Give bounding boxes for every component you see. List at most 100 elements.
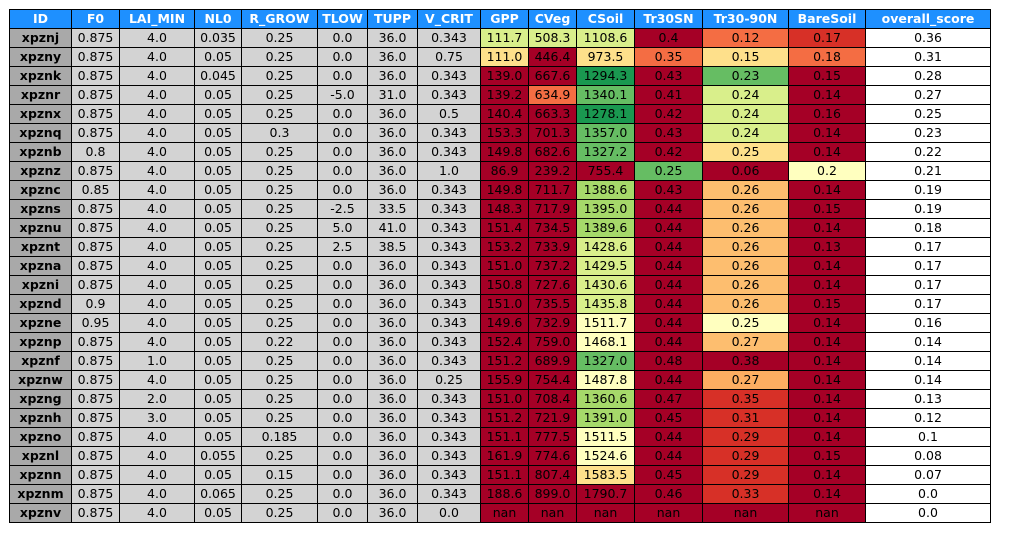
cell-param: 0.065 [194,484,242,504]
cell-id: xpznh [9,408,72,428]
cell-metric: 0.43 [634,66,703,86]
cell-metric: 0.44 [634,275,703,295]
cell-param: 0.875 [71,256,120,276]
table-row: xpzna 0.875 4.0 0.05 0.25 0.0 36.0 0.343 151.0 73… [9,256,991,276]
cell-metric: 1327.0 [576,351,635,371]
cell-metric: 111.0 [480,47,529,67]
cell-overall-score: 0.22 [865,142,991,162]
table-row: xpznt 0.875 4.0 0.05 0.25 2.5 38.5 0.343 153.2 73… [9,237,991,257]
cell-param: 0.25 [241,446,318,466]
cell-metric: 1435.8 [576,294,635,314]
header-r-grow: R_GROW [241,9,318,29]
cell-metric: 0.14 [788,484,866,504]
cell-metric: 0.2 [788,161,866,181]
cell-metric: 0.26 [702,180,789,200]
cell-param: 0.05 [194,256,242,276]
cell-id: xpznt [9,237,72,257]
header-tupp: TUPP [367,9,418,29]
cell-metric: 0.45 [634,465,703,485]
cell-param: 0.25 [241,389,318,409]
cell-metric: 774.6 [528,446,577,466]
cell-param: 0.0 [317,28,368,48]
cell-metric: 151.1 [480,465,529,485]
cell-overall-score: 0.31 [865,47,991,67]
cell-metric: 1468.1 [576,332,635,352]
cell-param: 0.25 [241,199,318,219]
cell-overall-score: 0.23 [865,123,991,143]
cell-metric: 0.15 [788,66,866,86]
cell-param: 4.0 [119,123,195,143]
cell-metric: 0.12 [702,28,789,48]
cell-param: 0.875 [71,465,120,485]
table-row: xpznr 0.875 4.0 0.05 0.25 -5.0 31.0 0.343 139.2 6… [9,85,991,105]
cell-param: 0.875 [71,218,120,238]
cell-param: 3.0 [119,408,195,428]
cell-metric: 446.4 [528,47,577,67]
cell-metric: 973.5 [576,47,635,67]
cell-param: 36.0 [367,484,418,504]
table-row: xpznh 0.875 3.0 0.05 0.25 0.0 36.0 0.343 151.2 72… [9,408,991,428]
header-f0: F0 [71,9,120,29]
cell-param: 0.875 [71,427,120,447]
cell-param: 36.0 [367,256,418,276]
cell-param: 4.0 [119,503,195,523]
cell-id: xpznp [9,332,72,352]
cell-param: 0.875 [71,161,120,181]
cell-metric: 755.4 [576,161,635,181]
cell-metric: 1327.2 [576,142,635,162]
cell-param: 0.05 [194,389,242,409]
cell-param: 0.05 [194,332,242,352]
cell-metric: 149.8 [480,142,529,162]
cell-param: 0.875 [71,123,120,143]
cell-metric: 1511.7 [576,313,635,333]
cell-metric: 155.9 [480,370,529,390]
cell-param: 0.343 [417,237,481,257]
cell-overall-score: 0.19 [865,199,991,219]
cell-metric: 0.35 [702,389,789,409]
cell-metric: 0.27 [702,332,789,352]
cell-metric: 0.44 [634,427,703,447]
cell-id: xpzns [9,199,72,219]
cell-metric: 0.44 [634,237,703,257]
cell-metric: 0.29 [702,446,789,466]
cell-param: 0.05 [194,237,242,257]
cell-overall-score: 0.17 [865,256,991,276]
table-row: xpznq 0.875 4.0 0.05 0.3 0.0 36.0 0.343 153.3 701… [9,123,991,143]
cell-metric: 0.14 [788,389,866,409]
cell-id: xpznk [9,66,72,86]
cell-param: 0.05 [194,123,242,143]
cell-param: 0.343 [417,332,481,352]
cell-metric: 1790.7 [576,484,635,504]
cell-metric: 188.6 [480,484,529,504]
cell-metric: 0.43 [634,180,703,200]
cell-param: 33.5 [367,199,418,219]
cell-metric: 1294.3 [576,66,635,86]
cell-param: 36.0 [367,465,418,485]
cell-id: xpzni [9,275,72,295]
cell-metric: 1395.0 [576,199,635,219]
cell-overall-score: 0.17 [865,294,991,314]
cell-overall-score: 0.17 [865,275,991,295]
cell-id: xpznf [9,351,72,371]
cell-metric: 0.44 [634,332,703,352]
cell-param: 0.25 [241,484,318,504]
cell-param: 4.0 [119,294,195,314]
cell-metric: 0.26 [702,256,789,276]
cell-param: 0.05 [194,199,242,219]
cell-overall-score: 0.25 [865,104,991,124]
cell-param: 4.0 [119,256,195,276]
header-lai-min: LAI_MIN [119,9,195,29]
cell-metric: 0.14 [788,370,866,390]
cell-param: 36.0 [367,294,418,314]
cell-param: 0.25 [241,275,318,295]
cell-param: 0.22 [241,332,318,352]
cell-metric: 737.2 [528,256,577,276]
cell-metric: 0.46 [634,484,703,504]
cell-param: 0.0 [317,142,368,162]
cell-param: 0.0 [317,180,368,200]
cell-param: 0.875 [71,275,120,295]
cell-param: -5.0 [317,85,368,105]
cell-metric: 0.14 [788,218,866,238]
cell-metric: 151.1 [480,427,529,447]
cell-param: 0.0 [317,484,368,504]
